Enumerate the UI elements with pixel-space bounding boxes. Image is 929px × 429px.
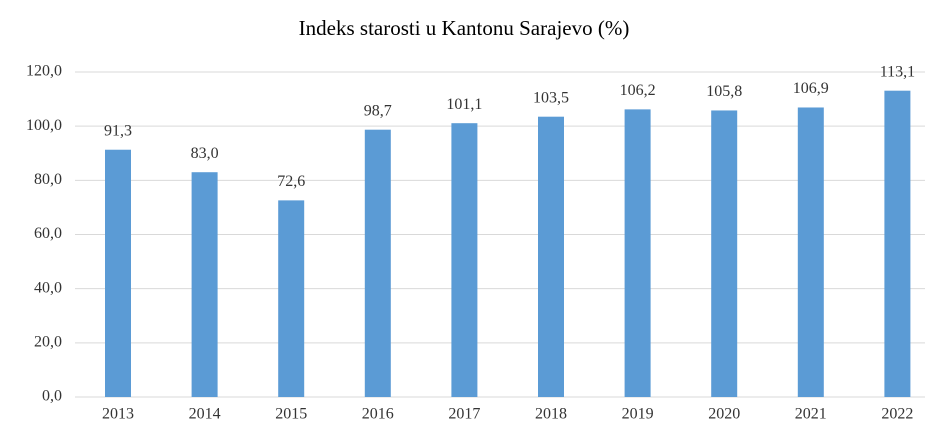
- y-tick-label: 60,0: [34, 225, 62, 242]
- data-label: 105,8: [706, 83, 742, 100]
- chart-title: Indeks starosti u Kantonu Sarajevo (%): [299, 16, 630, 40]
- x-tick-label: 2013: [102, 406, 134, 423]
- y-tick-label: 40,0: [34, 279, 62, 296]
- x-tick-label: 2020: [708, 406, 740, 423]
- y-tick-label: 20,0: [34, 334, 62, 351]
- data-label: 91,3: [104, 122, 132, 139]
- bar: [278, 200, 305, 397]
- data-label: 106,9: [793, 80, 829, 97]
- x-tick-label: 2018: [535, 406, 567, 423]
- bar: [105, 149, 131, 397]
- bar: [797, 107, 824, 398]
- data-label: 101,1: [446, 96, 482, 113]
- bar: [711, 110, 738, 397]
- bar: [451, 123, 478, 397]
- x-tick-label: 2016: [362, 406, 394, 423]
- bar: [191, 172, 218, 397]
- y-tick-label: 120,0: [26, 63, 62, 80]
- data-label: 113,1: [880, 63, 915, 80]
- y-tick-label: 0,0: [42, 388, 62, 405]
- bar: [538, 116, 564, 397]
- y-tick-label: 80,0: [34, 171, 62, 188]
- data-label: 72,6: [277, 173, 305, 190]
- bar: [624, 109, 651, 397]
- x-tick-label: 2022: [881, 406, 913, 423]
- y-tick-label: 100,0: [26, 117, 62, 134]
- data-label: 83,0: [191, 145, 219, 162]
- bar: [364, 129, 391, 397]
- bar: [884, 90, 911, 397]
- data-label: 103,5: [533, 89, 569, 106]
- data-label: 106,2: [620, 82, 656, 99]
- x-tick-label: 2017: [448, 406, 480, 423]
- x-tick-label: 2014: [189, 406, 221, 423]
- x-tick-label: 2021: [795, 406, 827, 423]
- x-tick-label: 2019: [622, 406, 654, 423]
- x-tick-label: 2015: [275, 406, 307, 423]
- data-label: 98,7: [364, 102, 392, 119]
